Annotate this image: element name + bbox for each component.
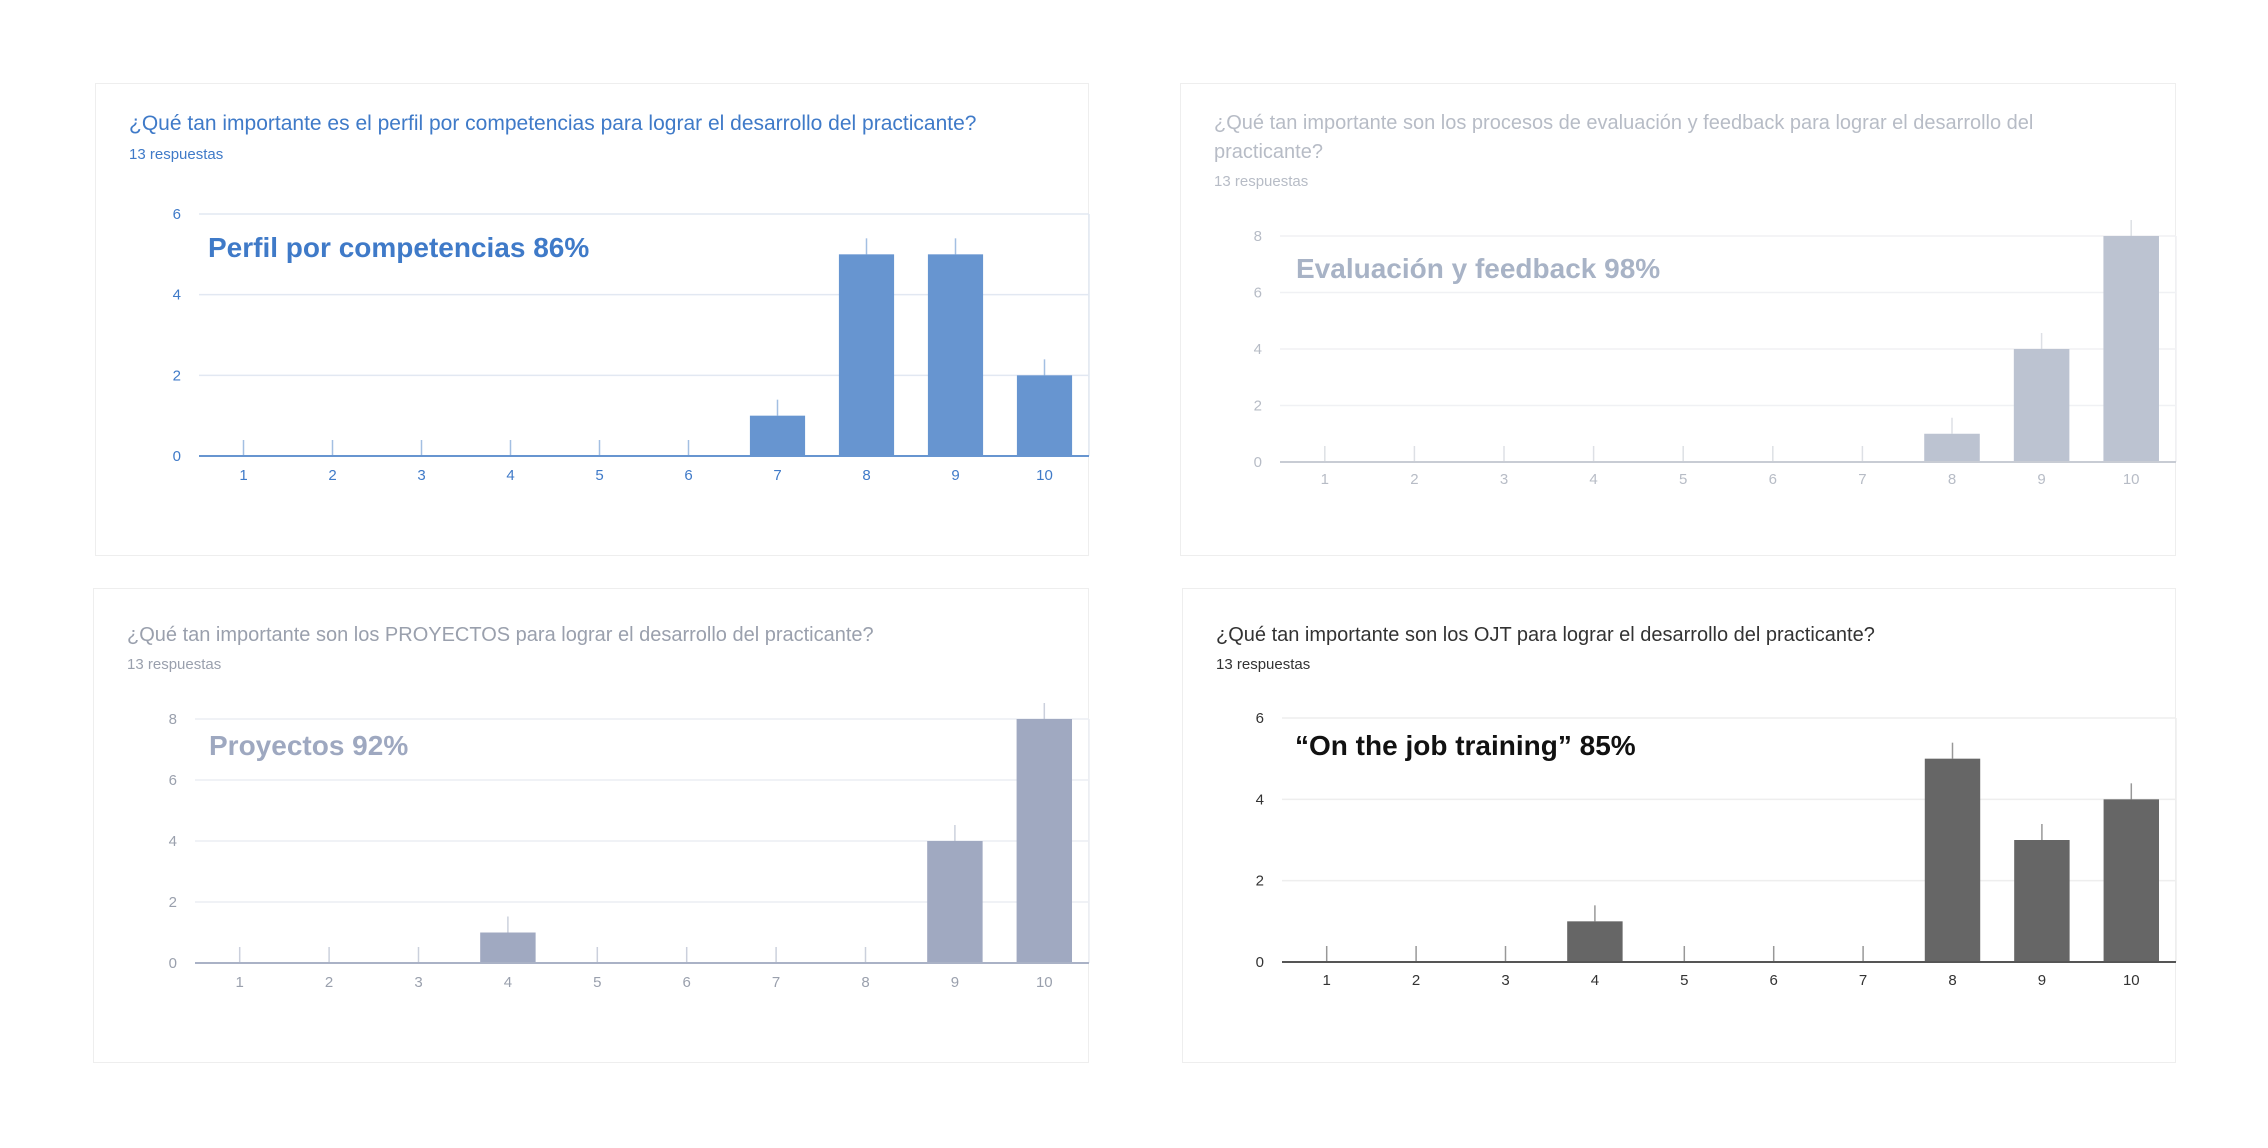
- overlay-annotation: Evaluación y feedback 98%: [1296, 253, 1660, 284]
- y-tick-label: 8: [169, 711, 177, 728]
- y-tick-label: 6: [1254, 285, 1262, 302]
- x-tick-label: 6: [684, 467, 692, 484]
- response-count: 13 respuestas: [127, 656, 221, 673]
- x-tick-label: 4: [1591, 972, 1599, 989]
- chart-card-proyectos: ¿Qué tan importante son los PROYECTOS pa…: [93, 588, 1090, 1063]
- x-tick-label: 6: [683, 974, 691, 991]
- x-tick-label: 3: [417, 467, 425, 484]
- y-tick-label: 4: [1254, 341, 1262, 358]
- x-tick-label: 2: [328, 467, 336, 484]
- bar-10: [2103, 236, 2159, 462]
- y-tick-label: 4: [169, 833, 177, 850]
- bar-4: [1567, 921, 1623, 962]
- bar-10: [1016, 375, 1073, 456]
- y-tick-label: 6: [169, 772, 177, 789]
- y-tick-label: 2: [1254, 398, 1262, 415]
- x-tick-label: 5: [1679, 471, 1687, 488]
- bar-9: [2014, 840, 2070, 962]
- y-tick-label: 2: [1256, 873, 1264, 890]
- x-tick-label: 4: [506, 467, 514, 484]
- x-tick-label: 1: [1321, 471, 1329, 488]
- chart-title: ¿Qué tan importante son los procesos de …: [1214, 112, 2033, 134]
- y-tick-label: 2: [173, 367, 181, 384]
- bar-8: [1924, 433, 1980, 462]
- x-tick-label: 8: [1948, 471, 1956, 488]
- x-tick-label: 8: [861, 974, 869, 991]
- x-tick-label: 7: [773, 467, 781, 484]
- x-tick-label: 2: [1410, 471, 1418, 488]
- x-tick-label: 3: [1501, 972, 1509, 989]
- x-tick-label: 2: [325, 974, 333, 991]
- x-tick-label: 10: [2123, 972, 2140, 989]
- x-tick-label: 2: [1412, 972, 1420, 989]
- bar-8: [1924, 758, 1981, 962]
- chart-card-ojt: ¿Qué tan importante son los OJT para log…: [1182, 588, 2177, 1063]
- y-tick-label: 6: [173, 206, 181, 223]
- x-tick-label: 7: [1858, 471, 1866, 488]
- bar-chart-perfil: ¿Qué tan importante es el perfil por com…: [129, 112, 1090, 484]
- bar-chart-evaluacion: ¿Qué tan importante son los procesos de …: [1214, 112, 2177, 488]
- bar-10: [2103, 799, 2160, 962]
- x-tick-label: 10: [1036, 467, 1053, 484]
- x-tick-label: 5: [595, 467, 603, 484]
- y-tick-label: 4: [1256, 791, 1264, 808]
- chart-card-evaluacion: ¿Qué tan importante son los procesos de …: [1180, 83, 2177, 556]
- x-tick-label: 4: [504, 974, 512, 991]
- x-tick-label: 3: [1500, 471, 1508, 488]
- bar-chart-proyectos: ¿Qué tan importante son los PROYECTOS pa…: [127, 624, 1090, 991]
- y-tick-label: 0: [1254, 454, 1262, 471]
- overlay-annotation: Perfil por competencias 86%: [208, 232, 589, 263]
- x-tick-label: 8: [862, 467, 870, 484]
- chart-title: ¿Qué tan importante son los OJT para log…: [1216, 624, 1875, 646]
- chart-title: ¿Qué tan importante es el perfil por com…: [129, 112, 976, 135]
- x-tick-label: 9: [2037, 471, 2045, 488]
- bar-9: [2013, 349, 2070, 462]
- bar-8: [838, 254, 895, 456]
- response-count: 13 respuestas: [1214, 173, 1308, 190]
- bar-10: [1016, 719, 1073, 963]
- x-tick-label: 10: [2123, 471, 2140, 488]
- x-tick-label: 1: [239, 467, 247, 484]
- overlay-annotation: “On the job training” 85%: [1295, 730, 1636, 761]
- response-count: 13 respuestas: [1216, 656, 1310, 673]
- x-tick-label: 9: [951, 467, 959, 484]
- x-tick-label: 7: [772, 974, 780, 991]
- x-tick-label: 6: [1769, 471, 1777, 488]
- x-tick-label: 7: [1859, 972, 1867, 989]
- x-tick-label: 1: [1323, 972, 1331, 989]
- chart-card-perfil: ¿Qué tan importante es el perfil por com…: [95, 83, 1090, 556]
- chart-title: ¿Qué tan importante son los PROYECTOS pa…: [127, 624, 874, 646]
- bar-9: [927, 254, 984, 456]
- y-tick-label: 0: [173, 448, 181, 465]
- x-tick-label: 9: [951, 974, 959, 991]
- x-tick-label: 5: [1680, 972, 1688, 989]
- y-tick-label: 4: [173, 287, 181, 304]
- y-tick-label: 6: [1256, 710, 1264, 727]
- x-tick-label: 8: [1948, 972, 1956, 989]
- x-tick-label: 10: [1036, 974, 1053, 991]
- chart-title: practicante?: [1214, 141, 1323, 163]
- response-count: 13 respuestas: [129, 146, 223, 163]
- bar-4: [480, 932, 536, 963]
- x-tick-label: 9: [2038, 972, 2046, 989]
- x-tick-label: 6: [1770, 972, 1778, 989]
- overlay-annotation: Proyectos 92%: [209, 730, 408, 761]
- x-tick-label: 4: [1589, 471, 1597, 488]
- y-tick-label: 8: [1254, 228, 1262, 245]
- x-tick-label: 3: [414, 974, 422, 991]
- bar-9: [927, 841, 983, 963]
- bar-chart-ojt: ¿Qué tan importante son los OJT para log…: [1216, 624, 2177, 989]
- y-tick-label: 0: [1256, 954, 1264, 971]
- x-tick-label: 5: [593, 974, 601, 991]
- y-tick-label: 2: [169, 894, 177, 911]
- x-tick-label: 1: [236, 974, 244, 991]
- bar-7: [749, 415, 806, 456]
- y-tick-label: 0: [169, 955, 177, 972]
